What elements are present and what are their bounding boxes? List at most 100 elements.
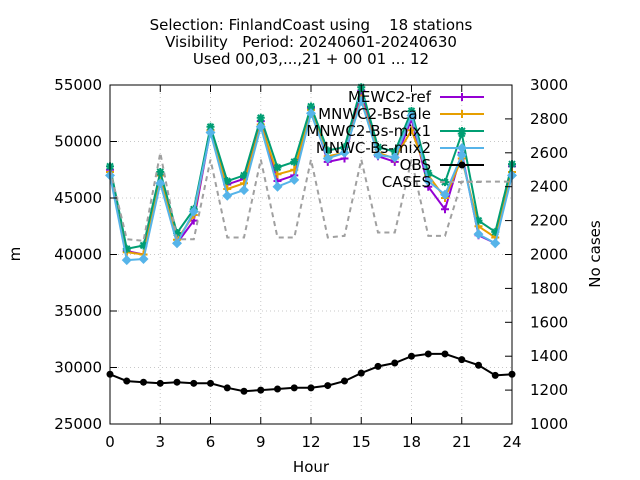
y2-tick-label: 1000 (530, 415, 568, 433)
series-layer (105, 83, 517, 395)
data-point (140, 378, 147, 386)
x-axis-label: Hour (293, 458, 330, 476)
data-point (475, 361, 482, 369)
data-point (138, 254, 149, 265)
data-point (223, 384, 231, 392)
y-tick-label: 30000 (54, 359, 102, 377)
y-axis-label: m (6, 247, 24, 262)
x-tick-label: 24 (502, 433, 521, 451)
data-point (222, 190, 233, 201)
data-point (274, 385, 281, 393)
chart-title-line: Used 00,03,...,21 + 00 01 ... 12 (193, 50, 429, 68)
data-point (391, 359, 399, 367)
legend-label: MEWC2-ref (348, 88, 432, 106)
y-tick-label: 45000 (54, 189, 102, 207)
data-point (122, 244, 131, 253)
y2-tick-label: 2800 (530, 110, 568, 128)
axes: 0 3 6 9 12 15 18 21 24 25000 30000 35000 40000 45000 5… (6, 76, 604, 476)
x-tick-label: 6 (206, 433, 216, 451)
y2-tick-label: 2200 (530, 212, 568, 230)
data-point (423, 176, 434, 187)
data-point (256, 113, 265, 122)
data-point (339, 147, 350, 158)
data-point (491, 371, 499, 379)
series-line (109, 152, 512, 242)
data-point (322, 153, 333, 164)
y2-tick-label: 1400 (530, 347, 568, 365)
data-point (239, 185, 249, 196)
x-tick-label: 15 (352, 433, 371, 451)
data-point (205, 127, 216, 138)
y-tick-label: 40000 (54, 246, 102, 264)
y-tick-label: 25000 (54, 415, 102, 433)
data-point (458, 356, 466, 364)
data-point (356, 95, 367, 106)
y-tick-label: 50000 (54, 133, 102, 151)
data-point (206, 122, 215, 131)
x-tick-label: 21 (452, 433, 471, 451)
data-point (340, 143, 349, 152)
y2-axis-label: No cases (586, 220, 604, 288)
data-point (458, 110, 466, 118)
y2-tick-label: 3000 (530, 76, 568, 94)
series-mnwc-bs-mix2 (105, 95, 517, 266)
y2-tick-label: 2600 (530, 144, 568, 162)
data-point (473, 229, 484, 240)
y-tick-label: 55000 (54, 76, 102, 94)
data-point (155, 178, 166, 189)
data-point (357, 369, 365, 377)
data-point (255, 121, 266, 132)
data-point (272, 181, 283, 192)
data-point (289, 174, 300, 185)
data-point (306, 108, 316, 119)
legend-label: MNWC-Bs-mix2 (316, 139, 431, 157)
series-cases (109, 152, 512, 242)
data-point (156, 379, 164, 387)
data-point (173, 229, 181, 238)
y2-tick-label: 2400 (530, 178, 568, 196)
data-point (290, 384, 298, 392)
data-point (406, 110, 417, 121)
x-tick-label: 18 (402, 433, 421, 451)
data-point (456, 150, 467, 161)
data-point (389, 152, 400, 163)
data-point (457, 143, 467, 153)
y2-tick-label: 2000 (530, 246, 568, 264)
x-tick-label: 3 (155, 433, 165, 451)
data-point (374, 143, 382, 152)
data-point (121, 255, 132, 266)
x-tick-label: 12 (301, 433, 320, 451)
data-point (374, 362, 382, 370)
data-point (240, 387, 248, 395)
data-point (407, 126, 416, 135)
data-point (490, 238, 501, 249)
x-tick-label: 9 (256, 433, 266, 451)
y2-tick-label: 1600 (530, 313, 568, 331)
legend-label: MNWC2-Bscale (318, 105, 431, 123)
data-point (307, 102, 315, 111)
data-point (172, 238, 182, 249)
data-point (458, 127, 466, 135)
data-point (474, 216, 483, 225)
data-point (324, 382, 332, 390)
data-point (458, 93, 466, 101)
data-point (173, 378, 181, 386)
data-point (408, 352, 415, 360)
data-point (139, 241, 148, 250)
data-point (223, 177, 232, 186)
data-point (273, 163, 282, 172)
chart-title-line: Visibility Period: 20240601-20240630 (165, 33, 457, 51)
data-point (440, 189, 450, 200)
data-point (390, 147, 399, 156)
data-point (240, 171, 248, 180)
data-point (257, 386, 265, 394)
y2-tick-label: 1200 (530, 381, 568, 399)
data-point (441, 350, 449, 358)
legend: MEWC2-refMNWC2-BscaleMNWC2-Bs-mix1MNWC-B… (306, 88, 484, 191)
data-point (323, 146, 332, 155)
data-point (156, 168, 165, 177)
legend-label: OBS (400, 156, 431, 174)
data-point (491, 227, 500, 236)
data-point (458, 161, 466, 169)
data-point (341, 377, 348, 385)
